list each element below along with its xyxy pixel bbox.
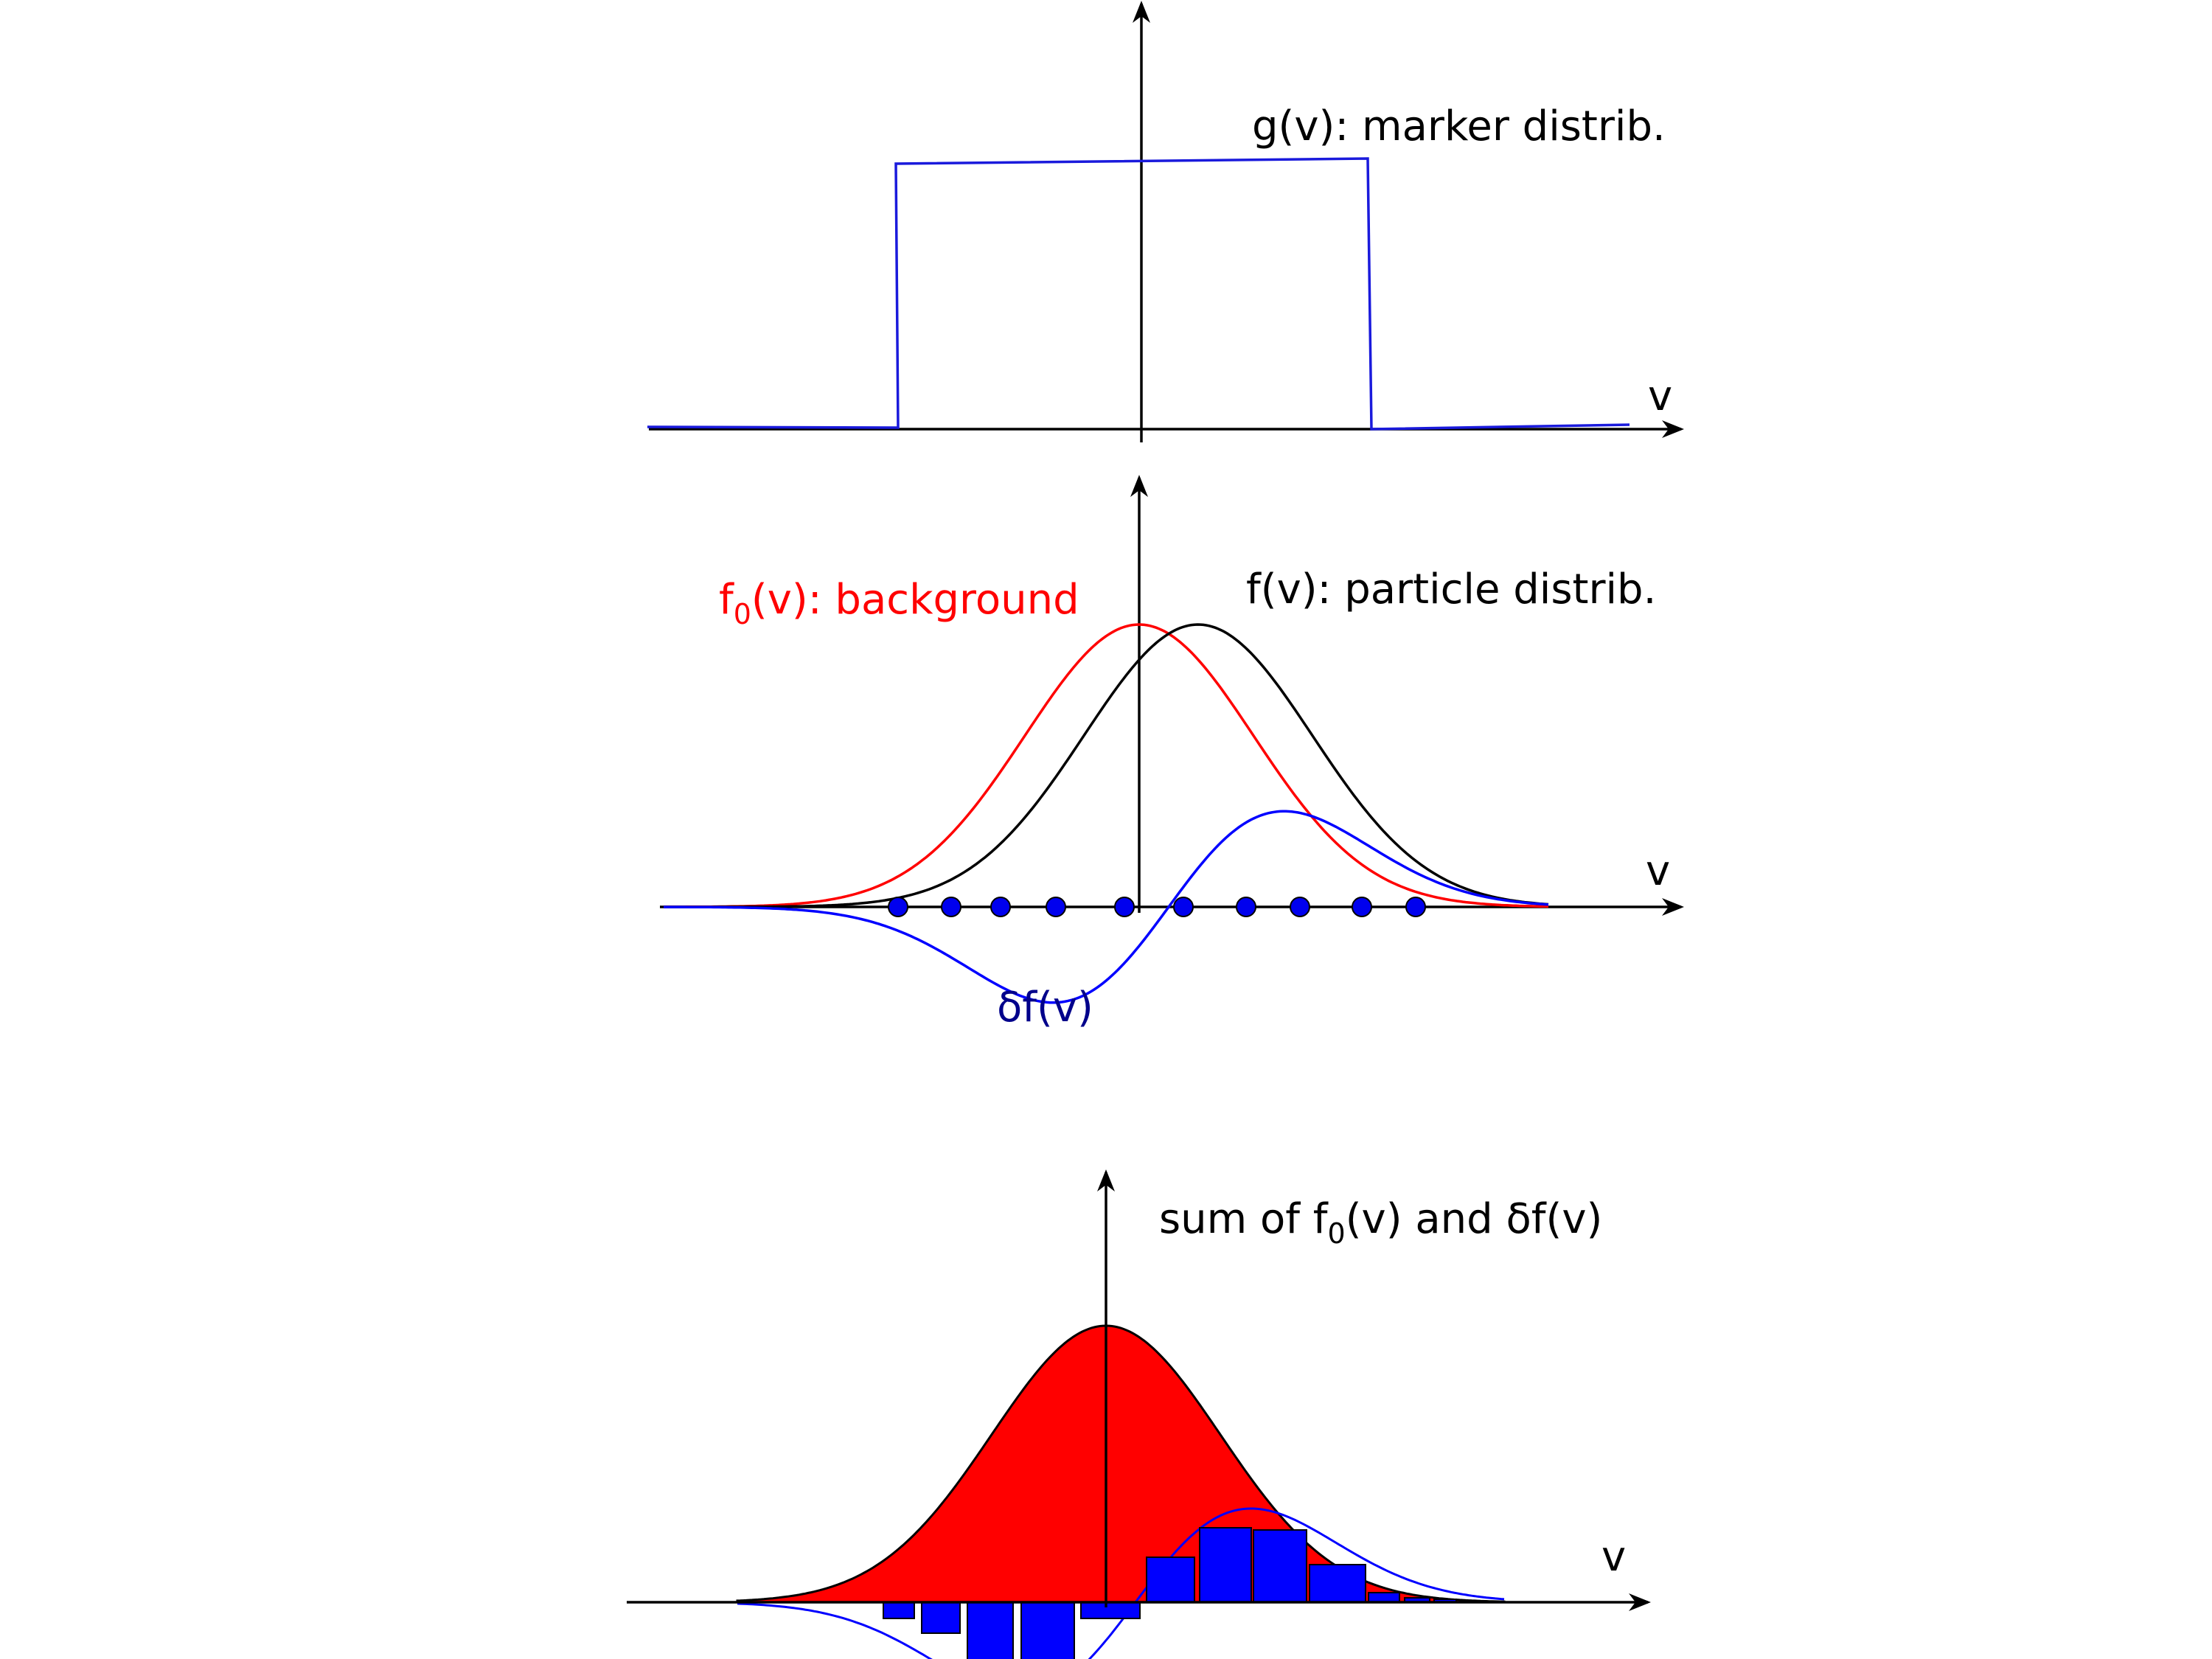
marker-dot (1236, 897, 1256, 917)
histogram-bar (1368, 1592, 1400, 1603)
background-filled-area (736, 1324, 1506, 1604)
histogram-bar (883, 1601, 915, 1619)
background-distribution-curve (664, 623, 1549, 908)
marker-dot (888, 897, 908, 917)
histogram-bar (967, 1601, 1014, 1659)
sum-label-part2: (v) and δf(v) (1346, 1195, 1603, 1243)
background-label-rest: (v): background (751, 576, 1079, 624)
marker-dot (1173, 897, 1194, 917)
delta-f-curve (664, 810, 1549, 1004)
marker-dot (1290, 897, 1310, 917)
marker-dot (1405, 897, 1426, 917)
sum-label-subscript: 0 (1328, 1217, 1346, 1250)
histogram-bar (1080, 1601, 1141, 1619)
delta-f-curve-bottom (737, 1507, 1505, 1659)
sum-label: sum of f0(v) and δf(v) (1159, 1195, 1602, 1250)
middle-axis-label: v (1646, 847, 1670, 895)
particle-distribution-label: f(v): particle distrib. (1246, 566, 1656, 613)
histogram-bar (1309, 1564, 1366, 1603)
marker-dot (990, 897, 1011, 917)
histogram-bar (921, 1601, 961, 1634)
marker-dot (1046, 897, 1066, 917)
bottom-axis-label: v (1601, 1533, 1626, 1581)
background-label-subscript: 0 (734, 598, 751, 630)
marker-distribution-curve (647, 157, 1630, 431)
top-panel: v g(v): marker distrib. (647, 1, 1684, 442)
histogram-bar (1020, 1601, 1075, 1659)
background-label-f: f (719, 576, 734, 624)
background-label: f0(v): background (719, 576, 1079, 630)
histogram-bar (1146, 1557, 1195, 1603)
bottom-panel: v sum of f0(v) and δf(v) (627, 1169, 1651, 1659)
top-axis-label: v (1648, 372, 1672, 420)
marker-dot (941, 897, 961, 917)
marker-dots (888, 897, 1426, 917)
middle-panel: f0(v): background f(v): particle distrib… (660, 475, 1684, 1032)
histogram-bar (1199, 1527, 1252, 1603)
marker-distribution-label: g(v): marker distrib. (1252, 102, 1666, 150)
marker-dot (1352, 897, 1372, 917)
sum-label-part1: sum of f (1159, 1195, 1329, 1243)
histogram-bar (1253, 1529, 1307, 1603)
particle-distribution-curve (664, 623, 1549, 908)
delta-f-label: δf(v) (997, 984, 1093, 1032)
marker-dot (1114, 897, 1135, 917)
